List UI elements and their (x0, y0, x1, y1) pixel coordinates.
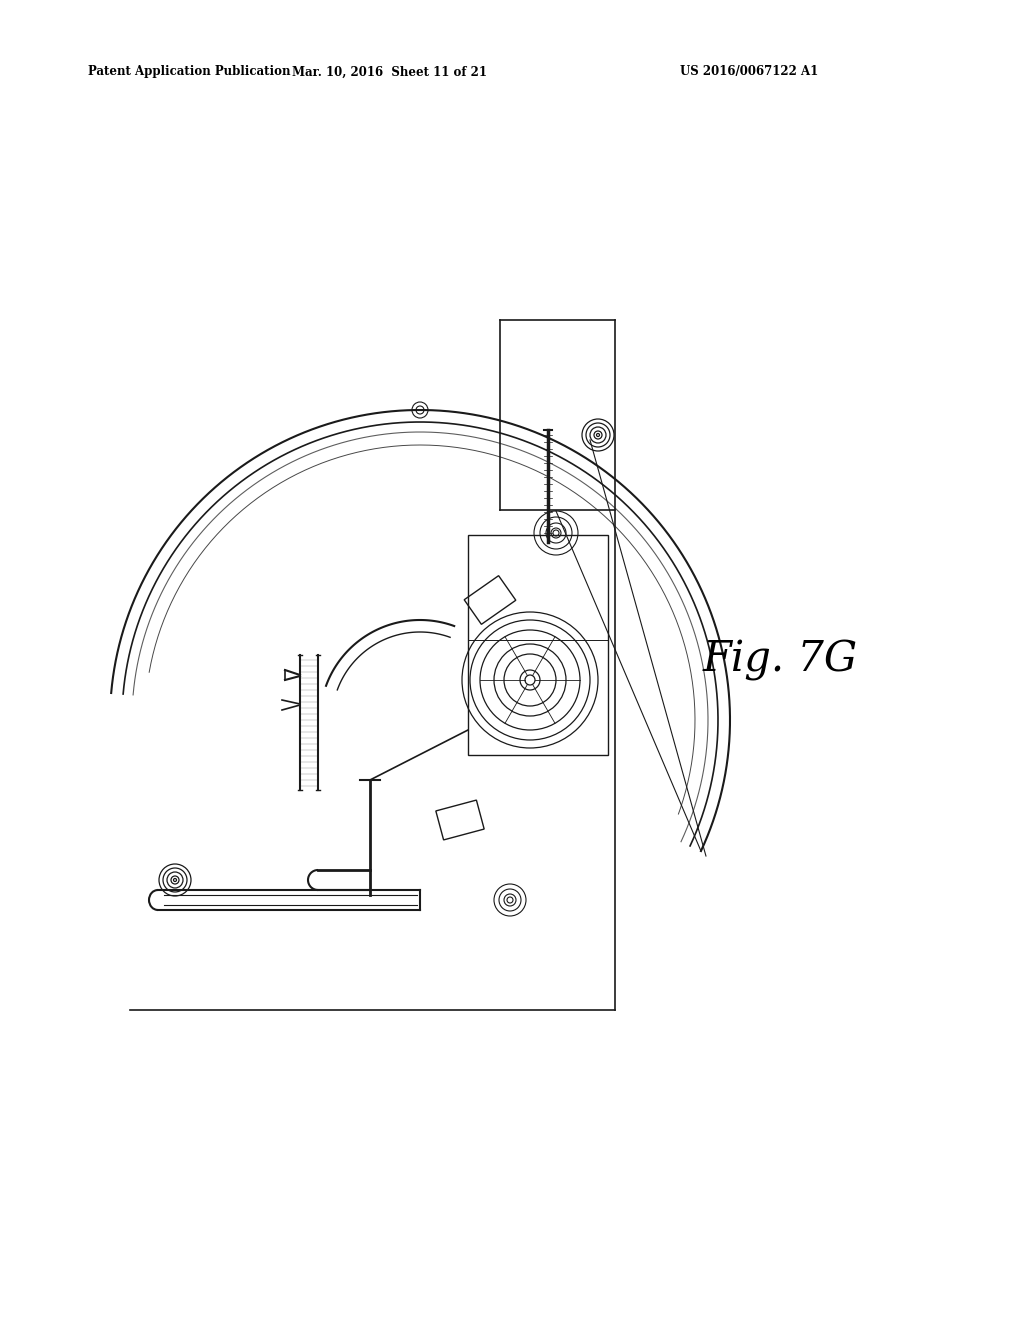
Text: US 2016/0067122 A1: US 2016/0067122 A1 (680, 66, 818, 78)
Text: Mar. 10, 2016  Sheet 11 of 21: Mar. 10, 2016 Sheet 11 of 21 (293, 66, 487, 78)
Text: Patent Application Publication: Patent Application Publication (88, 66, 291, 78)
Bar (468, 535, 608, 755)
Text: Fig. 7G: Fig. 7G (702, 639, 857, 681)
